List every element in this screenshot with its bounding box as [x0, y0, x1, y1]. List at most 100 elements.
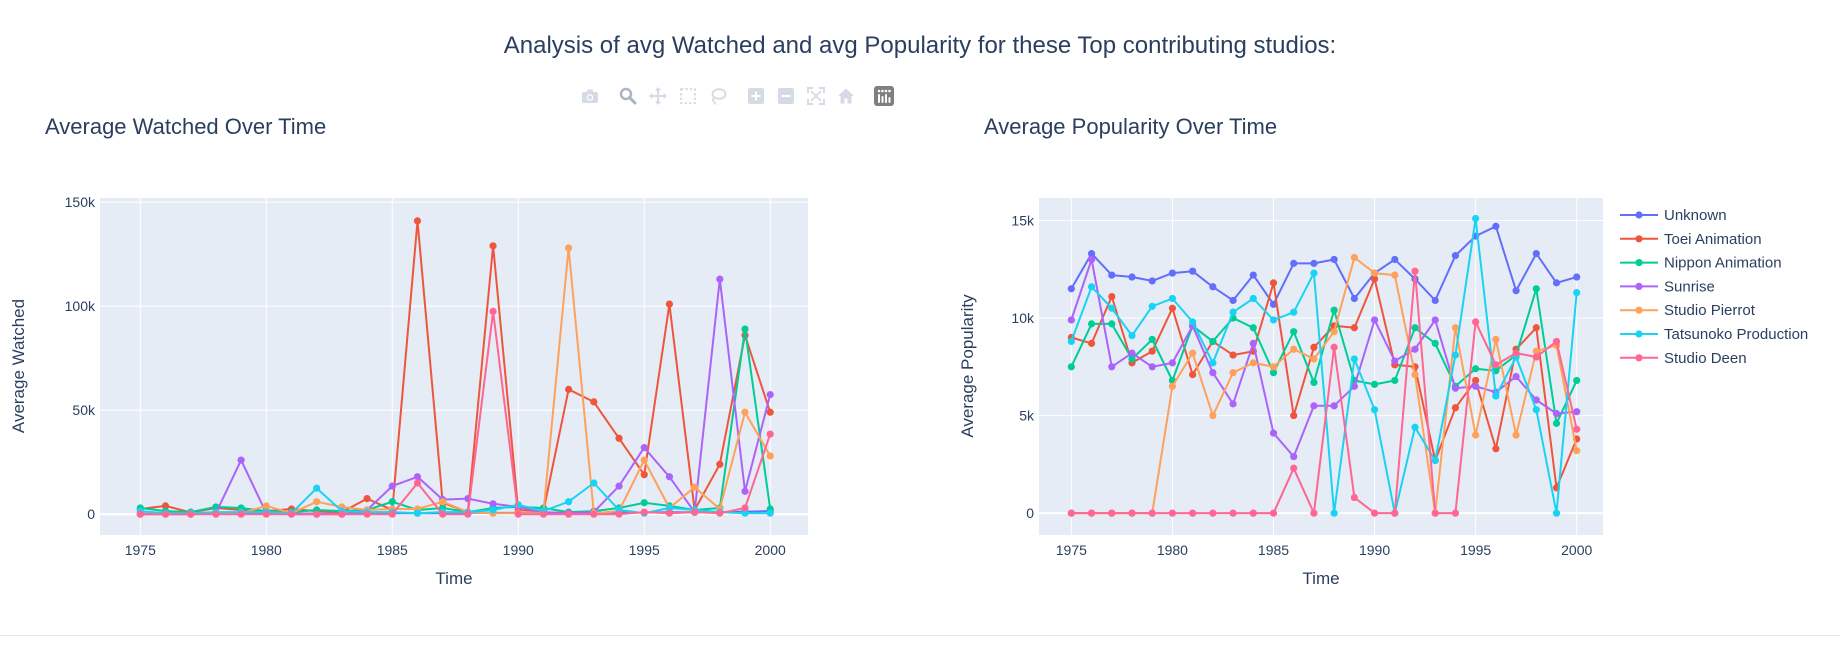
data-point[interactable] [489, 506, 497, 514]
data-point[interactable] [313, 498, 321, 506]
data-point[interactable] [741, 504, 749, 512]
zoom-in-icon[interactable] [741, 84, 771, 108]
data-point[interactable] [1573, 425, 1581, 433]
data-point[interactable] [439, 498, 447, 506]
data-point[interactable] [1350, 253, 1358, 262]
legend-item[interactable]: Toei Animation [1620, 231, 1762, 248]
data-point[interactable] [1189, 370, 1197, 379]
data-point[interactable] [565, 244, 573, 252]
data-point[interactable] [1290, 345, 1298, 353]
data-point[interactable] [615, 510, 623, 518]
data-point[interactable] [464, 510, 472, 518]
data-point[interactable] [565, 498, 573, 506]
data-point[interactable] [1330, 402, 1338, 410]
data-point[interactable] [1148, 302, 1156, 310]
data-point[interactable] [640, 456, 648, 464]
data-point[interactable] [1209, 359, 1217, 367]
data-point[interactable] [1310, 509, 1318, 517]
data-point[interactable] [1512, 372, 1520, 381]
data-point[interactable] [1168, 382, 1177, 390]
data-point[interactable] [1451, 351, 1460, 359]
data-point[interactable] [489, 500, 497, 508]
data-point[interactable] [1087, 339, 1096, 347]
data-point[interactable] [640, 499, 648, 507]
data-point[interactable] [640, 444, 648, 452]
data-point[interactable] [590, 398, 598, 406]
data-point[interactable] [514, 510, 522, 518]
data-point[interactable] [1391, 255, 1399, 264]
data-point[interactable] [1492, 335, 1500, 344]
data-point[interactable] [1552, 410, 1561, 418]
watched-chart[interactable]: 1975 1980 1985 1990 1995 2000 0 50k 100k 150k Time… [0, 0, 840, 600]
data-point[interactable] [640, 508, 648, 516]
data-point[interactable] [1431, 339, 1439, 347]
data-point[interactable] [615, 434, 623, 442]
data-point[interactable] [1370, 509, 1379, 517]
data-point[interactable] [1148, 347, 1156, 355]
legend-item[interactable]: Studio Deen [1620, 350, 1747, 367]
data-point[interactable] [539, 510, 548, 518]
data-point[interactable] [1168, 269, 1177, 277]
data-point[interactable] [1168, 294, 1177, 303]
data-point[interactable] [1330, 306, 1338, 314]
data-point[interactable] [1370, 406, 1379, 414]
data-point[interactable] [1108, 304, 1116, 312]
data-point[interactable] [1512, 431, 1520, 439]
data-point[interactable] [262, 510, 270, 518]
data-point[interactable] [1532, 396, 1540, 404]
data-point[interactable] [1512, 287, 1520, 295]
data-point[interactable] [338, 510, 346, 518]
popularity-chart[interactable]: 1975 1980 1985 1990 1995 2000 0 5k 10k 15k Time Ave… [0, 0, 1840, 600]
data-point[interactable] [1411, 423, 1419, 431]
data-point[interactable] [741, 325, 749, 333]
data-point[interactable] [1168, 509, 1177, 517]
data-point[interactable] [665, 473, 674, 481]
series-line-tatsunoko-production[interactable] [1070, 217, 1578, 515]
data-point[interactable] [388, 482, 396, 490]
reset-axes-icon[interactable] [831, 84, 861, 108]
data-point[interactable] [287, 510, 296, 518]
data-point[interactable] [1532, 353, 1540, 361]
data-point[interactable] [1189, 509, 1197, 517]
data-point[interactable] [1310, 402, 1318, 410]
series-line-tatsunoko-production[interactable] [140, 482, 771, 515]
data-point[interactable] [1229, 296, 1237, 305]
series-line-nippon-animation[interactable] [140, 328, 772, 514]
lasso-icon[interactable] [703, 84, 733, 108]
data-point[interactable] [1290, 464, 1298, 472]
data-point[interactable] [1573, 447, 1581, 455]
data-point[interactable] [741, 487, 749, 495]
data-point[interactable] [1532, 406, 1540, 414]
data-point[interactable] [1330, 343, 1338, 351]
data-point[interactable] [1451, 509, 1460, 517]
data-point[interactable] [1128, 349, 1136, 357]
data-point[interactable] [1269, 363, 1278, 371]
series-line-sunrise[interactable] [140, 278, 772, 516]
data-point[interactable] [161, 510, 170, 518]
data-point[interactable] [1067, 509, 1075, 517]
data-point[interactable] [1370, 275, 1379, 283]
data-point[interactable] [565, 385, 573, 393]
legend-item[interactable]: Unknown [1620, 207, 1727, 224]
data-point[interactable] [1472, 382, 1480, 390]
pan-icon[interactable] [643, 84, 673, 108]
series-toei-animation[interactable] [1067, 275, 1581, 492]
data-point[interactable] [1370, 316, 1379, 324]
data-point[interactable] [1290, 411, 1298, 420]
data-point[interactable] [1249, 509, 1257, 517]
data-point[interactable] [1451, 324, 1460, 332]
data-point[interactable] [1451, 404, 1460, 412]
data-point[interactable] [665, 509, 674, 517]
data-point[interactable] [1431, 509, 1439, 517]
data-point[interactable] [1269, 316, 1278, 324]
data-point[interactable] [1411, 345, 1419, 353]
data-point[interactable] [1552, 419, 1561, 427]
data-point[interactable] [1552, 279, 1561, 287]
data-point[interactable] [716, 275, 724, 283]
data-point[interactable] [262, 502, 270, 510]
data-point[interactable] [1249, 324, 1257, 332]
data-point[interactable] [590, 510, 598, 518]
data-point[interactable] [1108, 363, 1116, 371]
data-point[interactable] [1573, 273, 1581, 281]
data-point[interactable] [1573, 289, 1581, 297]
